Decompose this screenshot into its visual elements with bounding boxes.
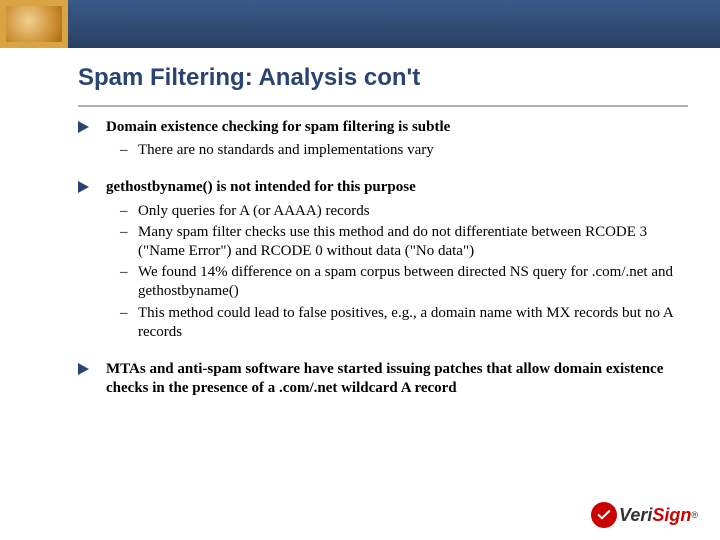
bullet-text: This method could lead to false positive… (138, 305, 673, 340)
slide: Spam Filtering: Analysis con't Domain ex… (0, 0, 720, 540)
corner-image-placeholder (6, 6, 62, 42)
bullet-text: Only queries for A (or AAAA) records (138, 203, 370, 219)
dash-bullet-icon: – (120, 263, 128, 282)
dash-bullet-icon: – (120, 141, 128, 160)
bullet-level2: – We found 14% difference on a spam corp… (78, 263, 680, 301)
bullet-group: MTAs and anti-spam software have started… (78, 360, 680, 398)
bullet-level2: – Many spam filter checks use this metho… (78, 223, 680, 261)
bullet-level2: – Only queries for A (or AAAA) records (78, 202, 680, 221)
bullet-text: MTAs and anti-spam software have started… (106, 361, 663, 396)
bullet-text: Domain existence checking for spam filte… (106, 119, 450, 135)
title-underline (78, 105, 688, 107)
top-bar (0, 0, 720, 48)
title-area: Spam Filtering: Analysis con't (78, 48, 700, 108)
triangle-bullet-icon (78, 363, 89, 375)
logo-text-veri: Veri (619, 505, 652, 526)
triangle-bullet-icon (78, 181, 89, 193)
logo-text-sign: Sign (652, 505, 691, 526)
bullet-level2: – This method could lead to false positi… (78, 304, 680, 342)
dash-bullet-icon: – (120, 223, 128, 242)
bullet-level1: MTAs and anti-spam software have started… (78, 360, 680, 398)
slide-title: Spam Filtering: Analysis con't (78, 64, 420, 92)
bullet-text: We found 14% difference on a spam corpus… (138, 264, 673, 299)
content-area: Domain existence checking for spam filte… (78, 118, 680, 470)
triangle-bullet-icon (78, 121, 89, 133)
checkmark-circle-icon (591, 502, 617, 528)
dash-bullet-icon: – (120, 202, 128, 221)
corner-accent (0, 0, 68, 48)
bullet-level1: Domain existence checking for spam filte… (78, 118, 680, 137)
bullet-level2: – There are no standards and implementat… (78, 141, 680, 160)
verisign-logo: VeriSign® (591, 502, 698, 528)
bullet-text: There are no standards and implementatio… (138, 142, 434, 158)
dash-bullet-icon: – (120, 304, 128, 323)
logo-registered-mark: ® (691, 510, 698, 520)
bullet-group: gethostbyname() is not intended for this… (78, 178, 680, 342)
bullet-text: Many spam filter checks use this method … (138, 224, 647, 259)
bullet-group: Domain existence checking for spam filte… (78, 118, 680, 160)
bullet-level1: gethostbyname() is not intended for this… (78, 178, 680, 197)
bullet-text: gethostbyname() is not intended for this… (106, 179, 416, 195)
